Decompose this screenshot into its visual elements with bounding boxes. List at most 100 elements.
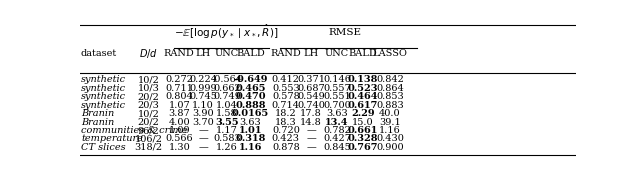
Text: -0.649: -0.649 [234,75,268,84]
Text: synthetic: synthetic [81,101,126,110]
Text: 15.0: 15.0 [352,118,374,127]
Text: UNC: UNC [215,49,239,58]
Text: 0.767: 0.767 [348,143,378,152]
Text: $-\mathbb{E}[\log p(y_*\mid x_*, \hat{R})]$: $-\mathbb{E}[\log p(y_*\mid x_*, \hat{R}… [173,23,278,41]
Text: 0.224: 0.224 [189,75,217,84]
Text: —: — [307,126,316,135]
Text: Branin: Branin [81,109,115,118]
Text: 1.16: 1.16 [239,143,262,152]
Text: RMSE: RMSE [329,28,362,37]
Text: 0.878: 0.878 [272,143,300,152]
Text: 0.740: 0.740 [297,101,325,110]
Text: 10/2: 10/2 [138,109,159,118]
Text: 3.55: 3.55 [215,118,239,127]
Text: 0.700: 0.700 [323,101,351,110]
Text: 0.662: 0.662 [213,84,241,93]
Text: 0.557: 0.557 [323,84,351,93]
Text: —: — [307,143,316,152]
Text: 0.845: 0.845 [323,143,351,152]
Text: 0.146: 0.146 [323,75,351,84]
Text: 3.87: 3.87 [168,109,190,118]
Text: 0.318: 0.318 [236,135,266,144]
Text: 0.888: 0.888 [236,101,266,110]
Text: 0.853: 0.853 [376,92,404,101]
Text: BALD: BALD [236,49,265,58]
Text: 18.3: 18.3 [275,118,297,127]
Text: 1.26: 1.26 [216,143,237,152]
Text: 0.883: 0.883 [376,101,404,110]
Text: synthetic: synthetic [81,75,126,84]
Text: 0.430: 0.430 [376,135,404,144]
Text: CT slices: CT slices [81,143,125,152]
Text: UNC: UNC [325,49,349,58]
Text: 0.617: 0.617 [348,101,378,110]
Text: 0.687: 0.687 [297,84,325,93]
Text: 0.427: 0.427 [323,135,351,144]
Text: 3.90: 3.90 [192,109,214,118]
Text: synthetic: synthetic [81,84,126,93]
Text: —: — [198,143,208,152]
Text: 0.566: 0.566 [165,135,193,144]
Text: 0.551: 0.551 [323,92,351,101]
Text: 0.745: 0.745 [189,92,217,101]
Text: 3.70: 3.70 [192,118,214,127]
Text: 0.138: 0.138 [348,75,378,84]
Text: 40.0: 40.0 [379,109,401,118]
Text: 0.470: 0.470 [236,92,266,101]
Text: 0.720: 0.720 [272,126,300,135]
Text: 0.0165: 0.0165 [232,109,269,118]
Text: 1.04: 1.04 [216,101,237,110]
Text: 0.578: 0.578 [272,92,300,101]
Text: 10/3: 10/3 [138,84,159,93]
Text: 0.661: 0.661 [348,126,378,135]
Text: 2.29: 2.29 [351,109,374,118]
Text: 0.549: 0.549 [297,92,325,101]
Text: 20/2: 20/2 [138,118,159,127]
Text: 18.2: 18.2 [275,109,297,118]
Text: 0.583: 0.583 [213,135,241,144]
Text: 20/2: 20/2 [138,92,159,101]
Text: 1.17: 1.17 [216,126,237,135]
Text: 0.423: 0.423 [272,135,300,144]
Text: 0.804: 0.804 [165,92,193,101]
Text: BALD: BALD [348,49,377,58]
Text: 1.30: 1.30 [168,143,190,152]
Text: temperature: temperature [81,135,143,144]
Text: 106/2: 106/2 [134,135,163,144]
Text: 0.412: 0.412 [272,75,300,84]
Text: 0.553: 0.553 [272,84,300,93]
Text: 0.328: 0.328 [348,135,378,144]
Text: RAND: RAND [164,49,195,58]
Text: 0.272: 0.272 [165,75,193,84]
Text: 20/3: 20/3 [138,101,159,110]
Text: 0.900: 0.900 [376,143,404,152]
Text: 0.749: 0.749 [213,92,241,101]
Text: LH: LH [195,49,211,58]
Text: 10/2: 10/2 [138,75,159,84]
Text: 1.07: 1.07 [168,101,190,110]
Text: 14.8: 14.8 [300,118,322,127]
Text: 0.999: 0.999 [189,84,217,93]
Text: 0.842: 0.842 [376,75,404,84]
Text: 0.864: 0.864 [376,84,404,93]
Text: 96/2: 96/2 [138,126,159,135]
Text: 4.00: 4.00 [168,118,190,127]
Text: synthetic: synthetic [81,92,126,101]
Text: —: — [198,126,208,135]
Text: 1.58: 1.58 [216,109,237,118]
Text: communities & crime: communities & crime [81,126,188,135]
Text: 1.01: 1.01 [239,126,262,135]
Text: 1.10: 1.10 [192,101,214,110]
Text: LASSO: LASSO [372,49,408,58]
Text: LH: LH [303,49,319,58]
Text: 1.09: 1.09 [168,126,190,135]
Text: 3.63: 3.63 [240,118,262,127]
Text: 0.371: 0.371 [297,75,325,84]
Text: 3.63: 3.63 [326,109,348,118]
Text: $D/d$: $D/d$ [139,47,158,61]
Text: 0.523: 0.523 [348,84,378,93]
Text: Branin: Branin [81,118,115,127]
Text: 0.465: 0.465 [236,84,266,93]
Text: —: — [198,135,208,144]
Text: 0.782: 0.782 [323,126,351,135]
